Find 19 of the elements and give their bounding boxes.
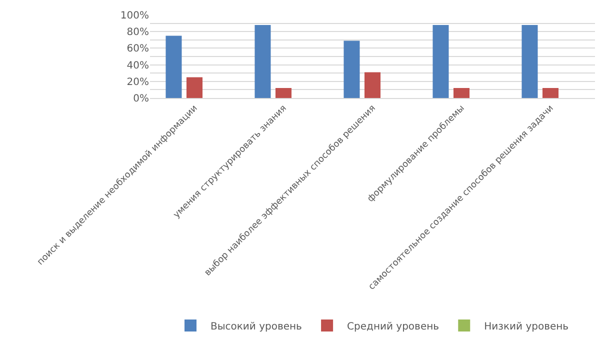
bar (344, 40, 360, 98)
y-tick-label: 20% (126, 76, 149, 88)
legend-label: Средний уровень (347, 321, 440, 332)
bar (166, 36, 182, 98)
bar (364, 72, 381, 98)
bar (542, 88, 559, 98)
bar (522, 24, 538, 98)
y-tick-label: 60% (126, 44, 149, 55)
y-tick-label: 80% (126, 27, 149, 38)
y-tick-label: 100% (120, 10, 149, 22)
legend-label: Высокий уровень (210, 321, 302, 332)
legend-label: Низкий уровень (484, 321, 569, 332)
bar (186, 77, 203, 98)
bar (453, 88, 470, 98)
bar (275, 88, 292, 98)
y-tick-label: 0% (133, 94, 149, 104)
y-tick-label: 40% (126, 60, 149, 72)
bar (254, 24, 271, 98)
bar (432, 24, 449, 98)
